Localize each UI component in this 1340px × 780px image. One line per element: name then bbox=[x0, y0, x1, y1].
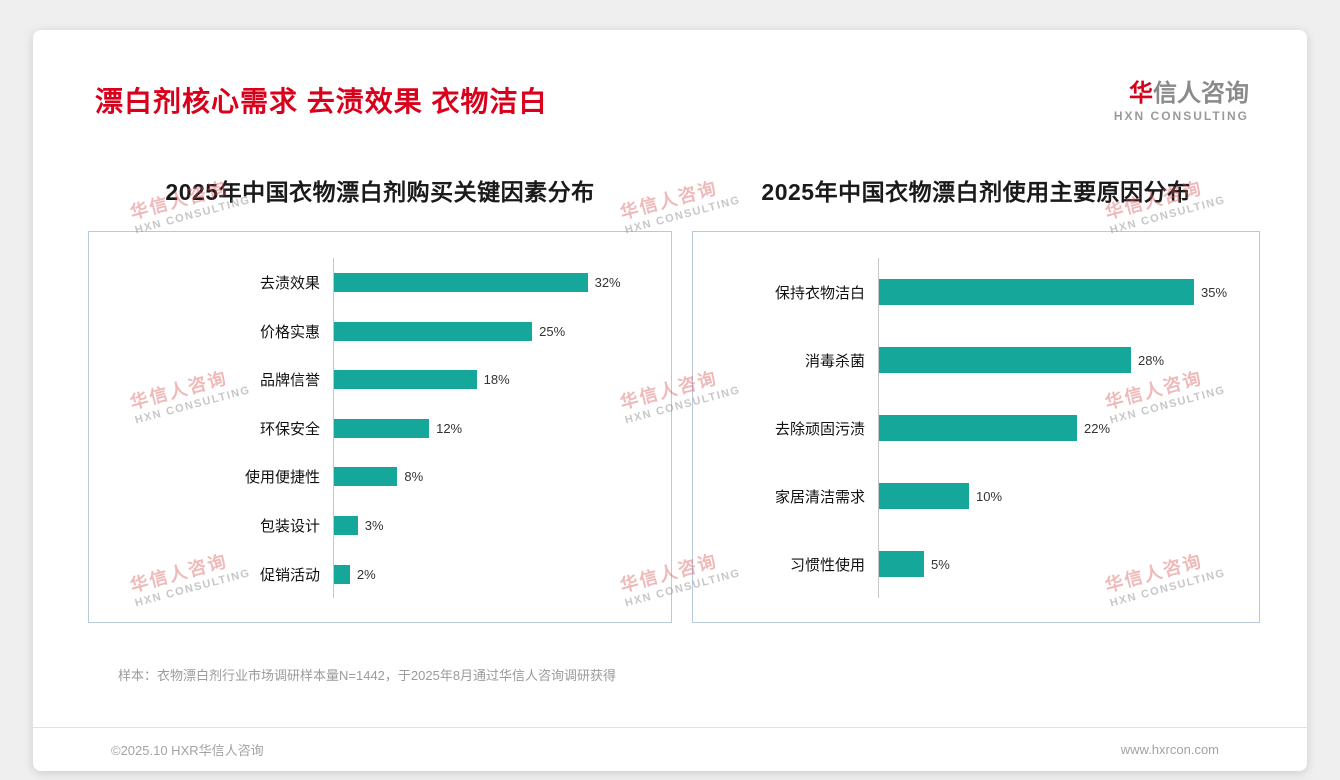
bar-row: 促销活动 2% bbox=[89, 549, 671, 599]
bar-track: 35% bbox=[878, 258, 1259, 327]
brand-logo-cn-accent: 华 bbox=[1129, 80, 1153, 107]
bar-row: 包装设计 3% bbox=[89, 501, 671, 550]
bar-track: 18% bbox=[333, 355, 671, 405]
bar-value: 18% bbox=[483, 372, 510, 388]
bar-value: 3% bbox=[364, 518, 384, 534]
website-text: www.hxrcon.com bbox=[1120, 742, 1219, 757]
bar-track: 2% bbox=[333, 549, 671, 599]
bar bbox=[879, 347, 1131, 374]
brand-logo-cn-rest: 信人咨询 bbox=[1153, 80, 1249, 107]
copyright-text: ©2025.10 HXR华信人咨询 bbox=[111, 743, 264, 758]
bar bbox=[879, 415, 1077, 442]
bar-row: 使用便捷性 8% bbox=[89, 452, 671, 502]
bar-row: 习惯性使用 5% bbox=[693, 530, 1259, 599]
page-title: 漂白剂核心需求 去渍效果 衣物洁白 bbox=[95, 86, 548, 117]
bar bbox=[879, 483, 969, 510]
bar-value: 32% bbox=[594, 275, 621, 291]
bar-track: 8% bbox=[333, 452, 671, 502]
bar-label: 消毒杀菌 bbox=[804, 352, 865, 370]
bar-label: 促销活动 bbox=[259, 566, 320, 584]
bar bbox=[334, 516, 358, 536]
brand-logo-cn: 华信人咨询 bbox=[1114, 80, 1249, 108]
slide-footer: ©2025.10 HXR华信人咨询 www.hxrcon.com bbox=[33, 727, 1307, 771]
bar bbox=[879, 551, 924, 578]
bar-label: 去除顽固污渍 bbox=[774, 420, 865, 438]
bar bbox=[334, 418, 430, 438]
bar-value: 28% bbox=[1138, 352, 1165, 368]
bar-value: 5% bbox=[931, 556, 950, 572]
sample-note: 样本：衣物漂白剂行业市场调研样本量N=1442，于2025年8月通过华信人咨询调… bbox=[118, 668, 617, 684]
bar-value: 10% bbox=[976, 488, 1003, 504]
bar-label: 价格实惠 bbox=[259, 323, 320, 341]
chart-title-right: 2025年中国衣物漂白剂使用主要原因分布 bbox=[761, 179, 1191, 206]
chart-box-left: 去渍效果 32% 价格实惠 25% 品牌信誉 18% 环保安全 12% 使用便捷性 8% 包装设计 3… bbox=[88, 231, 672, 624]
bar-label: 包装设计 bbox=[259, 518, 320, 536]
bar bbox=[879, 279, 1194, 306]
brand-logo-en: HXN CONSULTING bbox=[1113, 108, 1249, 123]
bar-track: 28% bbox=[878, 326, 1259, 395]
chart-purchase-factors: 2025年中国衣物漂白剂购买关键因素分布 去渍效果 32% 价格实惠 25% 品牌信誉 1… bbox=[88, 173, 672, 624]
chart-usage-reasons: 2025年中国衣物漂白剂使用主要原因分布 保持衣物洁白 35% 消毒杀菌 28% 去除顽… bbox=[692, 173, 1260, 624]
bar-value: 12% bbox=[436, 420, 463, 436]
bar bbox=[334, 564, 350, 584]
chart-title-left: 2025年中国衣物漂白剂购买关键因素分布 bbox=[165, 179, 595, 206]
bar-row: 家居清洁需求 10% bbox=[693, 462, 1259, 531]
bar-label: 保持衣物洁白 bbox=[774, 284, 865, 302]
bar-row: 消毒杀菌 28% bbox=[693, 326, 1259, 395]
bar-label: 品牌信誉 bbox=[259, 372, 320, 390]
bar-track: 25% bbox=[333, 306, 671, 356]
charts-area: 2025年中国衣物漂白剂购买关键因素分布 去渍效果 32% 价格实惠 25% 品牌信誉 1… bbox=[33, 173, 1307, 624]
bar bbox=[334, 370, 477, 390]
bar bbox=[334, 467, 398, 487]
bar-track: 12% bbox=[333, 404, 671, 453]
bar-label: 去渍效果 bbox=[259, 275, 320, 293]
bar-row: 去除顽固污渍 22% bbox=[693, 394, 1259, 463]
bar-label: 环保安全 bbox=[259, 420, 320, 438]
bar-label: 家居清洁需求 bbox=[774, 488, 865, 506]
slide-header: 漂白剂核心需求 去渍效果 衣物洁白 华信人咨询 HXN CONSULTING bbox=[33, 30, 1307, 123]
bar-track: 3% bbox=[333, 501, 671, 550]
bar-value: 22% bbox=[1084, 420, 1111, 436]
bar-track: 22% bbox=[878, 394, 1259, 463]
bar-track: 5% bbox=[878, 530, 1259, 599]
bar-value: 8% bbox=[404, 469, 424, 485]
report-slide: 漂白剂核心需求 去渍效果 衣物洁白 华信人咨询 HXN CONSULTING 2… bbox=[33, 30, 1307, 771]
bar-label: 习惯性使用 bbox=[789, 556, 865, 574]
chart-box-right: 保持衣物洁白 35% 消毒杀菌 28% 去除顽固污渍 22% 家居清洁需求 10% 习惯性使用 5… bbox=[692, 231, 1260, 624]
bar-label: 使用便捷性 bbox=[244, 469, 320, 487]
bar-row: 保持衣物洁白 35% bbox=[693, 258, 1259, 327]
bar-row: 去渍效果 32% bbox=[89, 258, 671, 307]
brand-logo: 华信人咨询 HXN CONSULTING bbox=[1114, 80, 1249, 123]
bar-row: 环保安全 12% bbox=[89, 404, 671, 453]
bar-value: 2% bbox=[356, 566, 376, 582]
bar-row: 品牌信誉 18% bbox=[89, 355, 671, 405]
bar-track: 32% bbox=[333, 258, 671, 307]
bar bbox=[334, 273, 588, 293]
bar-track: 10% bbox=[878, 462, 1259, 531]
bar-value: 25% bbox=[539, 323, 566, 339]
bar-value: 35% bbox=[1201, 284, 1228, 300]
bar-row: 价格实惠 25% bbox=[89, 306, 671, 356]
bar bbox=[334, 321, 533, 341]
